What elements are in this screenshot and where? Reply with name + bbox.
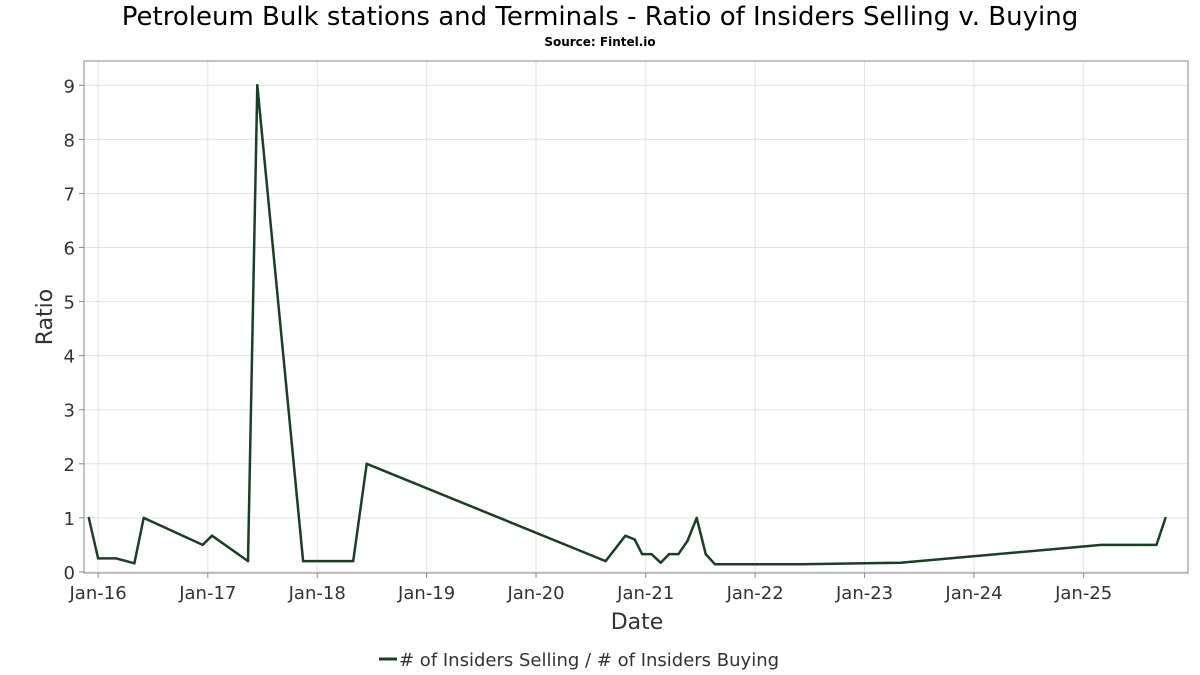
data-point [686,539,689,543]
data-point [325,559,328,563]
series-line [87,84,1167,566]
data-point [704,552,707,556]
x-tick-label: Jan-16 [69,583,127,604]
x-tick-label: Jan-17 [178,583,236,604]
y-axis-title: Ratio [33,289,58,345]
data-point [677,552,680,556]
data-point [210,534,214,537]
y-tick-label: 3 [64,401,75,422]
data-point [659,561,662,564]
data-point [799,563,802,566]
data-point [201,543,204,547]
x-tick-label: Jan-23 [835,583,893,604]
data-point [1155,543,1158,547]
y-tick-label: 5 [64,293,75,314]
data-point [87,516,91,520]
data-point [1136,543,1140,547]
y-tick-label: 6 [64,239,75,260]
x-tick-label: Jan-22 [726,583,784,604]
data-point [667,552,671,556]
data-point [246,559,250,563]
data-point [899,561,902,564]
x-axis-title: Date [611,610,664,635]
data-point [695,516,698,520]
x-tick-label: Jan-19 [397,583,455,604]
x-tick-label: Jan-24 [944,583,1002,604]
data-point [650,552,653,556]
x-axis-ticks: Jan-16 Jan-17 Jan-18 Jan-19 Jan-20 Jan-21 Jan-… [69,573,1112,604]
plot-area-border [83,60,1189,574]
data-point [301,559,305,563]
data-point [604,559,607,563]
y-tick-label: 7 [64,184,75,205]
data-point [633,538,636,541]
y-tick-label: 4 [64,347,75,368]
data-point [624,534,627,537]
data-point [1164,516,1167,520]
legend-label: # of Insiders Selling / # of Insiders Bu… [399,650,779,671]
chart-title: Petroleum Bulk stations and Terminals - … [121,2,1079,32]
data-point [96,557,100,560]
data-point [713,563,717,566]
y-tick-label: 1 [64,509,75,530]
data-point [365,462,368,465]
y-tick-label: 8 [64,130,75,151]
data-point [114,557,118,560]
x-tick-label: Jan-18 [288,583,346,604]
x-tick-label: Jan-21 [616,583,674,604]
data-point [1100,543,1103,547]
data-point [352,559,355,563]
y-tick-label: 9 [64,76,75,97]
y-axis-ticks: 0 1 2 3 4 5 6 7 8 9 [64,76,84,584]
data-point [256,84,259,87]
y-tick-label: 0 [64,563,75,584]
x-tick-label: Jan-25 [1054,583,1112,604]
data-point [142,516,145,520]
chart-subtitle: Source: Fintel.io [544,35,656,49]
data-point [640,552,644,556]
grid-lines [84,61,1188,573]
y-tick-label: 2 [64,455,75,476]
data-point [133,562,136,565]
x-tick-label: Jan-20 [506,583,564,604]
series-layer [87,84,1167,566]
legend: # of Insiders Selling / # of Insiders Bu… [379,650,779,671]
